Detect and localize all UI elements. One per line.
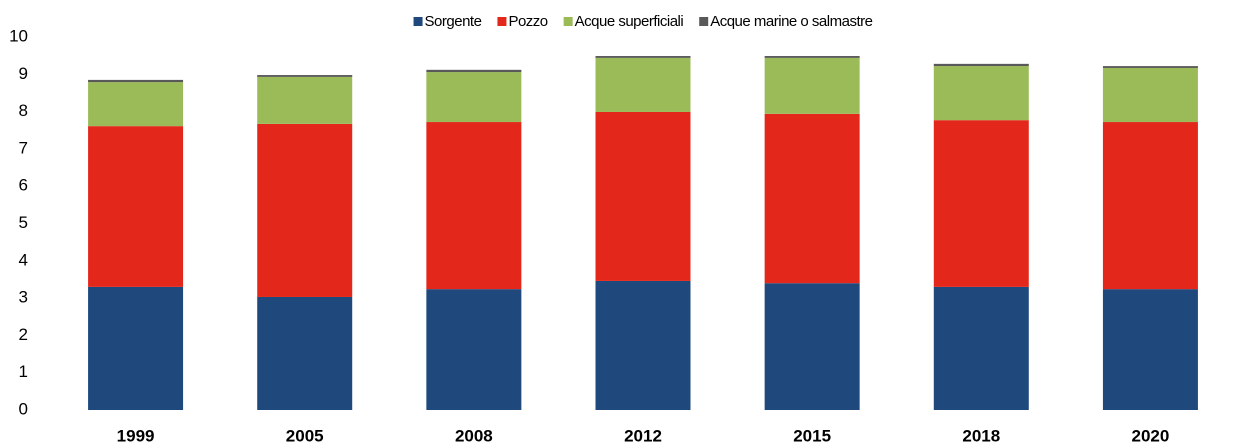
y-tick-label: 5 [19,213,28,232]
bar-segment [933,286,1029,410]
y-tick-label: 10 [9,26,28,45]
x-tick-label: 2018 [962,426,1000,445]
bar-segment [1102,67,1198,123]
bar-segment [88,286,184,410]
bar-segment [426,122,522,290]
bar-segment [1102,289,1198,410]
bar-segment [257,123,353,297]
bar-segment [426,289,522,410]
y-tick-label: 1 [19,362,28,381]
legend-label: Pozzo [508,13,547,30]
x-tick-label: 2015 [793,426,831,445]
legend-swatch [563,17,573,26]
y-tick-label: 4 [19,250,28,269]
y-tick-label: 3 [19,288,28,307]
bar-segment [1102,66,1198,68]
x-tick-label: 2020 [1132,426,1170,445]
y-tick-label: 9 [19,64,28,83]
bar-segment [257,75,353,77]
bar-segment [595,111,691,281]
legend-swatch [699,17,709,26]
legend-label: Acque marine o salmastre [710,13,872,30]
bar-segment [426,69,522,73]
bar-segment [88,126,184,287]
bar-segment [933,120,1029,287]
legend-label: Acque superficiali [575,13,684,30]
y-tick-label: 7 [19,138,28,157]
bar-segment [426,72,522,123]
legend-swatch [497,17,507,26]
x-tick-label: 2008 [455,426,493,445]
bar-segment [933,63,1029,67]
bar-segment [595,57,691,112]
bar-segment [1102,122,1198,290]
bar-segment [595,56,691,58]
y-tick-label: 6 [19,176,28,195]
bar-segment [257,296,353,410]
y-tick-label: 8 [19,101,28,120]
legend-label: Sorgente [425,13,482,30]
legend: Sorgente Pozzo Acque superficiali Acque mar… [413,13,873,30]
bar-segment [764,56,860,58]
x-tick-label: 2012 [624,426,662,445]
bar-segment [88,82,184,127]
y-tick-label: 0 [19,399,28,418]
bar-segment [257,76,353,124]
bar-segment [88,79,184,83]
bar-segment [933,66,1029,121]
x-tick-label: 2005 [286,426,324,445]
bar-segment [764,57,860,114]
bar-segment [764,283,860,410]
bar-segment [595,280,691,410]
legend-swatch [413,17,423,26]
x-tick-label: 1999 [117,426,155,445]
bar-segment [764,113,860,284]
y-tick-label: 2 [19,325,28,344]
